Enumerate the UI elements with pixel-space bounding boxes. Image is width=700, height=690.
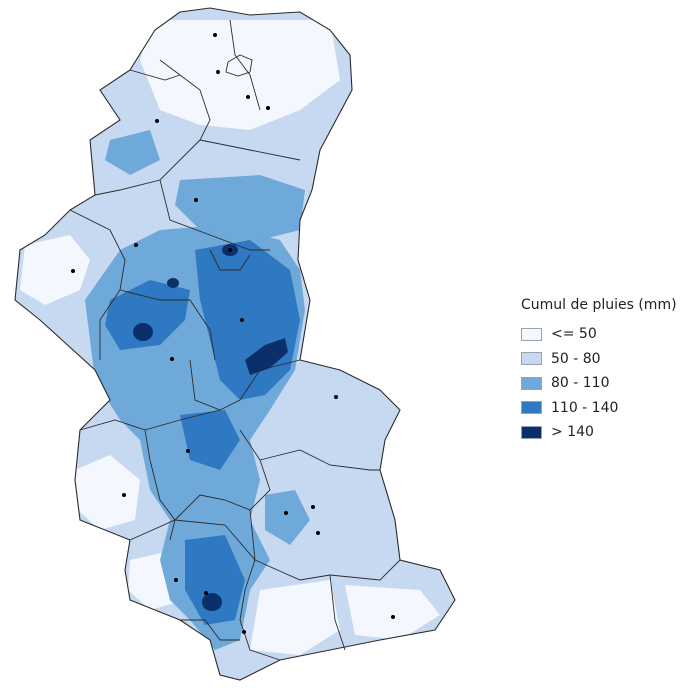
town-marker [240,318,244,322]
legend-item: > 140 [521,420,696,445]
rain-zone-lowest-southwest [75,455,140,530]
rain-zone-mid-southeast [265,490,310,545]
legend-label: 110 - 140 [551,399,619,416]
town-marker [213,33,217,37]
district-boundary [239,589,281,661]
legend-item: 50 - 80 [521,347,696,372]
town-marker [174,578,178,582]
town-marker [134,243,138,247]
town-marker [204,591,208,595]
legend-swatch [521,425,542,439]
district-boundary [329,574,346,651]
rain-zone-lowest-east [345,585,440,640]
town-marker [316,531,320,535]
rain-zone-mid-northeast [175,175,305,240]
town-marker [155,119,159,123]
rainfall-map [14,7,456,681]
town-marker [194,198,198,202]
legend-title: Cumul de pluies (mm) [521,297,677,313]
town-marker [170,357,174,361]
city-boundary [225,54,253,77]
town-marker [228,248,232,252]
rain-zone-high-south [185,535,245,625]
legend-item: 80 - 110 [521,371,696,396]
town-marker [391,615,395,619]
map-legend: Cumul de pluies (mm) <= 50 50 - 80 80 - … [521,297,696,445]
town-marker [216,70,220,74]
legend-swatch [521,352,542,366]
district-boundary [129,69,181,81]
town-marker [186,449,190,453]
rain-zone-mid-north [105,130,160,175]
district-boundary [129,519,256,561]
legend-item: 110 - 140 [521,396,696,421]
rain-zone-high-west [105,280,190,350]
legend-label: > 140 [551,424,594,441]
town-marker [266,106,270,110]
rain-zone-peak-west [133,323,153,341]
town-marker [311,505,315,509]
legend-swatch [521,376,542,390]
town-marker [71,269,75,273]
district-boundary [119,289,216,361]
district-boundary [159,179,270,251]
rain-zone-high-mid [180,410,240,470]
rain-zone-peak-south [202,593,222,611]
legend-swatch [521,327,542,341]
town-marker [334,395,338,399]
legend-label: 80 - 110 [551,375,610,392]
town-markers [71,33,395,634]
rain-zone-peak-north [167,278,179,288]
legend-item: <= 50 [521,322,696,347]
district-boundary [69,209,126,360]
district-boundary [209,249,251,271]
rain-zone-lowest-west [20,235,90,305]
rain-zone-lowest-southeast [250,580,340,655]
district-boundaries [69,19,401,661]
legend-label: <= 50 [551,326,597,343]
district-boundary [229,19,261,111]
district-boundary [259,449,380,471]
town-marker [246,95,250,99]
legend-swatch [521,401,542,415]
town-marker [242,630,246,634]
region-boundary [14,7,456,681]
district-boundary [144,409,221,431]
town-marker [122,493,126,497]
district-boundary [180,619,240,641]
district-boundary [189,359,301,411]
legend-label: 50 - 80 [551,350,601,367]
town-marker [284,511,288,515]
rain-zone-peak-east [245,338,288,375]
district-boundary [94,139,201,196]
